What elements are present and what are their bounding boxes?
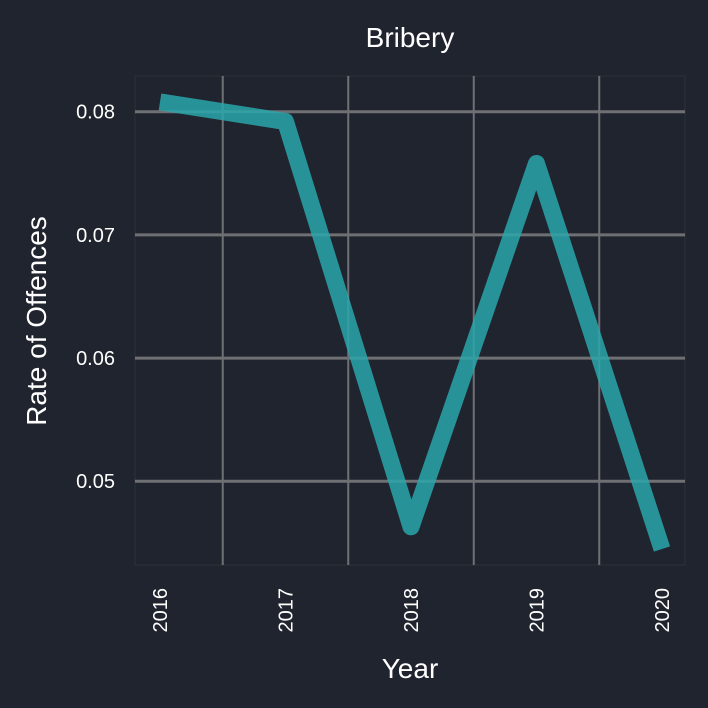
x-tick-labels: 2016 2017 2018 2019 2020: [150, 588, 674, 633]
x-tick-label: 2019: [527, 588, 549, 633]
x-tick-label: 2018: [401, 588, 423, 633]
chart-title: Bribery: [366, 22, 455, 53]
y-axis-title: Rate of Offences: [21, 216, 52, 426]
y-tick-label: 0.06: [76, 348, 115, 370]
plot-area: [134, 75, 686, 566]
series-line-group: [158, 93, 671, 552]
y-tick-label: 0.08: [76, 102, 115, 124]
y-tick-label: 0.05: [76, 471, 115, 493]
x-tick-label: 2020: [652, 588, 674, 633]
y-tick-labels: 0.05 0.06 0.07 0.08: [76, 102, 115, 494]
x-tick-label: 2016: [150, 588, 172, 633]
y-tick-label: 0.07: [76, 225, 115, 247]
x-tick-label: 2017: [276, 588, 298, 633]
x-axis-title: Year: [382, 653, 439, 684]
